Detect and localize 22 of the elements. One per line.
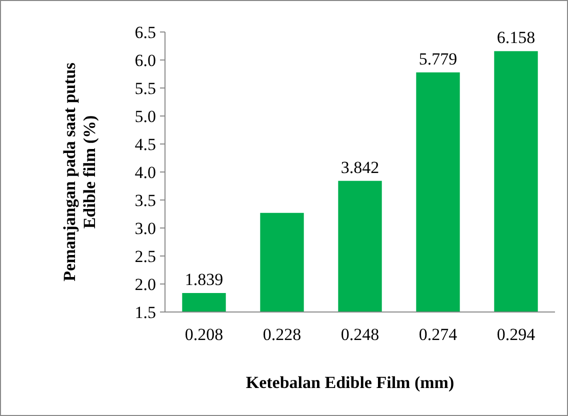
x-tick-label: 0.274	[418, 325, 458, 344]
text: 5.5	[134, 78, 156, 98]
x-tick-label: 0.208	[184, 325, 224, 344]
text: 6.0	[134, 50, 156, 70]
data-label: 5.779	[418, 49, 458, 68]
data-label: 1.839	[184, 270, 224, 290]
text: 2.0	[134, 274, 156, 294]
text: 4.5	[134, 134, 156, 154]
x-tick-label: 0.294	[496, 325, 536, 344]
x-tick-label: 0.248	[340, 325, 380, 344]
x-tick-label: 0.228	[262, 325, 302, 344]
text: 6.5	[134, 22, 156, 42]
text: 3.5	[134, 190, 156, 210]
text: 5.0	[134, 106, 156, 126]
data-label: 3.842	[340, 158, 380, 177]
text: 1.5	[134, 302, 156, 322]
y-axis-title: Pemanjangan pada saat putus Edible film (%)	[60, 62, 99, 282]
text: 4.0	[134, 162, 156, 182]
data-label: 6.158	[496, 28, 536, 48]
text: 2.5	[134, 246, 156, 266]
x-axis-title: Ketebalan Edible Film (mm)	[246, 373, 454, 392]
text: 3.0	[134, 218, 156, 238]
